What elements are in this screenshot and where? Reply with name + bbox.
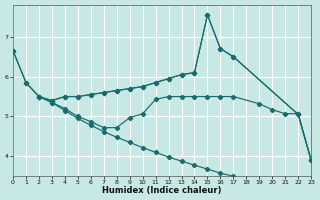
X-axis label: Humidex (Indice chaleur): Humidex (Indice chaleur) [102,186,222,195]
